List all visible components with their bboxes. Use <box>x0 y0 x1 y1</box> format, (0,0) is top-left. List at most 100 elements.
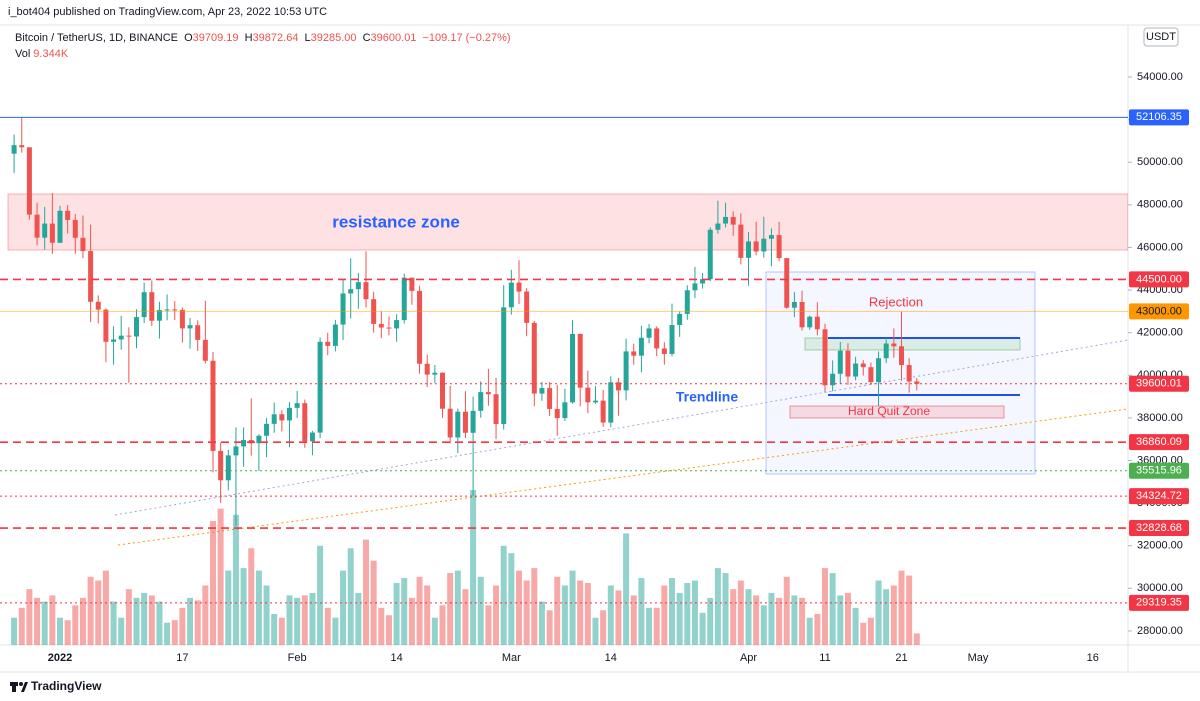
volume-bar <box>363 539 369 645</box>
y-tick-label: 28000.00 <box>1137 625 1183 637</box>
candle-body <box>493 394 499 425</box>
candle-body <box>264 423 270 436</box>
legend-key: H <box>244 32 253 44</box>
y-tick-label: 42000.00 <box>1137 327 1183 339</box>
volume-bar <box>806 617 813 645</box>
volume-bar <box>141 592 148 645</box>
volume-bar <box>416 576 423 645</box>
volume-bar <box>829 573 836 645</box>
candle-body <box>830 373 836 386</box>
candle-body <box>799 301 805 328</box>
y-tick-label: 32000.00 <box>1137 540 1183 552</box>
volume-bar <box>370 560 377 645</box>
volume-bar <box>646 607 653 645</box>
candle-body <box>753 241 759 252</box>
candle-body <box>401 277 407 321</box>
volume-bar <box>118 617 125 645</box>
candle-body <box>241 440 247 447</box>
volume-bar <box>607 585 614 645</box>
candle-body <box>57 210 63 243</box>
candle-body <box>899 346 904 366</box>
symbol-legend: Bitcoin / TetherUS, 1D, BINANCE O39709.1… <box>15 32 514 44</box>
volume-bar <box>523 580 530 645</box>
candle-body <box>562 402 568 419</box>
volume-bar <box>171 620 178 645</box>
volume-bar <box>255 570 262 645</box>
volume-bar <box>79 597 86 645</box>
volume-bar <box>179 607 186 645</box>
volume-bar <box>561 585 568 645</box>
price-label: 52106.35 <box>1136 111 1182 123</box>
candle-body <box>876 358 882 383</box>
green-zone <box>804 337 1021 351</box>
candle-body <box>126 335 132 337</box>
volume-bar <box>317 545 324 645</box>
candle-body <box>80 237 86 252</box>
symbol: Bitcoin / TetherUS, 1D, BINANCE <box>15 32 179 44</box>
candle-body <box>325 341 331 346</box>
volume-bar <box>844 592 851 645</box>
volume-bar <box>898 570 905 645</box>
volume-bar <box>355 592 362 645</box>
volume-bar <box>454 570 461 645</box>
price-label-box <box>1129 520 1189 537</box>
candle-body <box>455 411 461 438</box>
volume-bar <box>653 607 660 645</box>
volume-bar <box>72 605 79 645</box>
candle-body <box>378 323 384 328</box>
volume-bar <box>875 580 882 645</box>
candle-body <box>355 282 361 290</box>
volume-bar <box>592 617 599 645</box>
x-tick-label: 14 <box>605 652 617 664</box>
volume-bar <box>707 597 714 645</box>
volume-bar <box>890 585 897 645</box>
volume-bar <box>722 573 729 645</box>
candle-body <box>156 310 162 321</box>
volume-bar <box>439 605 446 645</box>
volume-bar <box>87 576 94 645</box>
volume-bar <box>500 545 507 645</box>
candle-body <box>768 235 774 239</box>
volume-bar <box>164 622 171 645</box>
candle-body <box>348 289 354 294</box>
candle-body <box>585 387 591 403</box>
candle-body <box>394 320 400 329</box>
candle-body <box>172 309 178 311</box>
currency-box[interactable] <box>1143 27 1179 47</box>
x-tick-label: 21 <box>895 652 907 664</box>
volume-bar <box>11 617 18 645</box>
volume-bar <box>431 617 438 645</box>
candle-body <box>516 282 522 292</box>
candle-body <box>485 392 491 395</box>
volume-bar <box>485 605 492 645</box>
volume-bar <box>684 583 691 645</box>
candle-body <box>684 290 690 314</box>
legend-value: 39600.01 <box>370 32 417 44</box>
candle-body <box>294 403 300 408</box>
price-label: 43000.00 <box>1136 305 1182 317</box>
candle-body <box>746 241 751 258</box>
candle-body <box>531 322 537 394</box>
candle-body <box>837 350 843 374</box>
volume-bar <box>600 610 607 645</box>
volume-bar <box>822 568 828 645</box>
legend-value: 39709.19 <box>192 32 239 44</box>
candle-body <box>409 277 415 291</box>
y-tick-label: 46000.00 <box>1137 241 1183 253</box>
volume-bar <box>34 597 41 645</box>
volume-bar <box>867 617 874 645</box>
volume-bar <box>347 548 354 645</box>
volume-bar <box>783 576 790 645</box>
volume-bar <box>125 589 132 645</box>
candle-body <box>179 309 185 329</box>
y-tick-label: 38000.00 <box>1137 412 1183 424</box>
candle-body <box>111 339 117 342</box>
volume-bar <box>447 573 454 645</box>
candle-body <box>42 223 48 238</box>
volume-bar <box>286 595 293 645</box>
legend-value: 39872.64 <box>252 32 299 44</box>
resistance-zone <box>7 193 1128 251</box>
candle-body <box>164 309 170 311</box>
volume-bar <box>791 595 798 645</box>
